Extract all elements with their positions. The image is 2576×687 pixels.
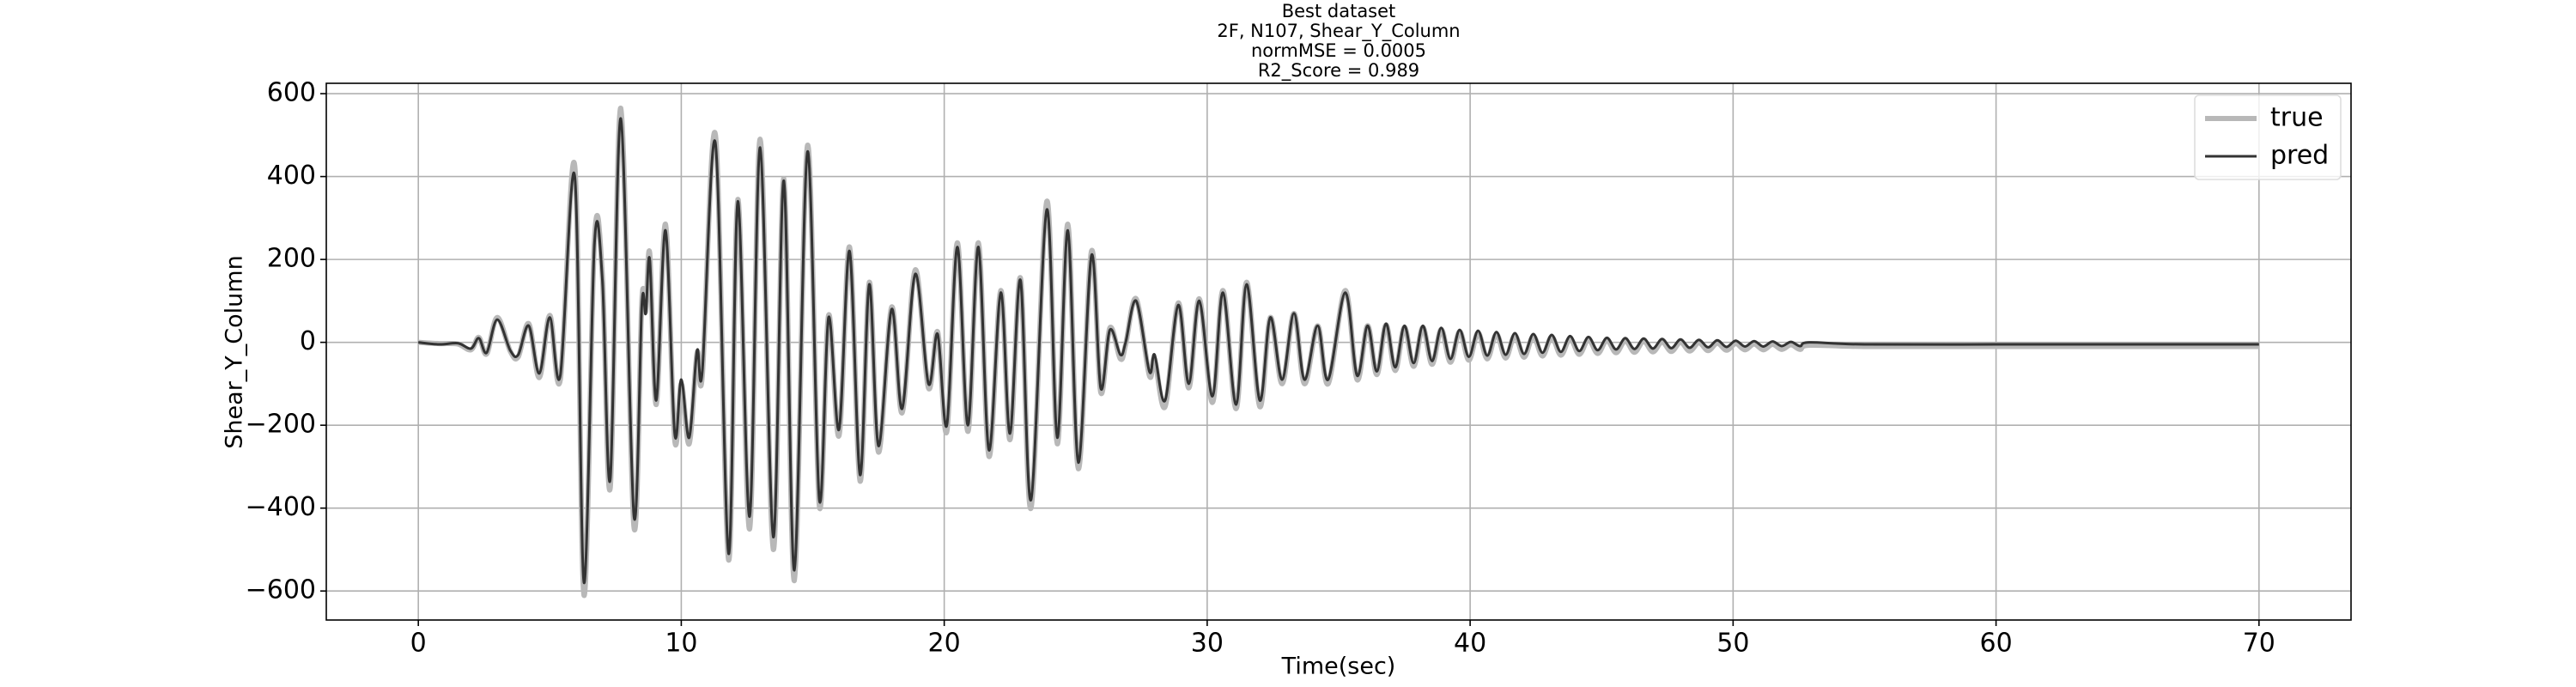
- y-tick-label: 400: [267, 161, 316, 191]
- y-tick-label: 200: [267, 244, 316, 274]
- y-axis-label: Shear_Y_Column: [222, 255, 248, 448]
- x-tick-label: 40: [1454, 629, 1486, 659]
- chart-subtitle: 2F, N107, Shear_Y_Column: [1217, 21, 1460, 42]
- chart-subtitle: R2_Score = 0.989: [1258, 60, 1419, 82]
- chart-subtitle: normMSE = 0.0005: [1251, 40, 1426, 61]
- y-tick-label: −400: [246, 492, 316, 522]
- y-tick-label: −600: [246, 575, 316, 605]
- x-tick-label: 0: [410, 629, 427, 659]
- x-tick-label: 30: [1191, 629, 1224, 659]
- chart-title: Best dataset: [1282, 1, 1396, 21]
- y-tick-label: −200: [246, 410, 316, 440]
- x-tick-label: 50: [1716, 629, 1749, 659]
- y-tick-label: 600: [267, 78, 316, 108]
- legend-label: pred: [2270, 141, 2329, 171]
- x-tick-label: 10: [665, 629, 697, 659]
- x-tick-label: 20: [928, 629, 961, 659]
- y-tick-label: 0: [300, 326, 316, 356]
- x-tick-label: 70: [2243, 629, 2275, 659]
- x-axis-label: Time(sec): [1281, 654, 1396, 680]
- plot-frame: [325, 82, 2352, 621]
- legend-label: true: [2270, 103, 2324, 133]
- data-line: [418, 117, 2259, 585]
- x-tick-label: 60: [1979, 629, 2012, 659]
